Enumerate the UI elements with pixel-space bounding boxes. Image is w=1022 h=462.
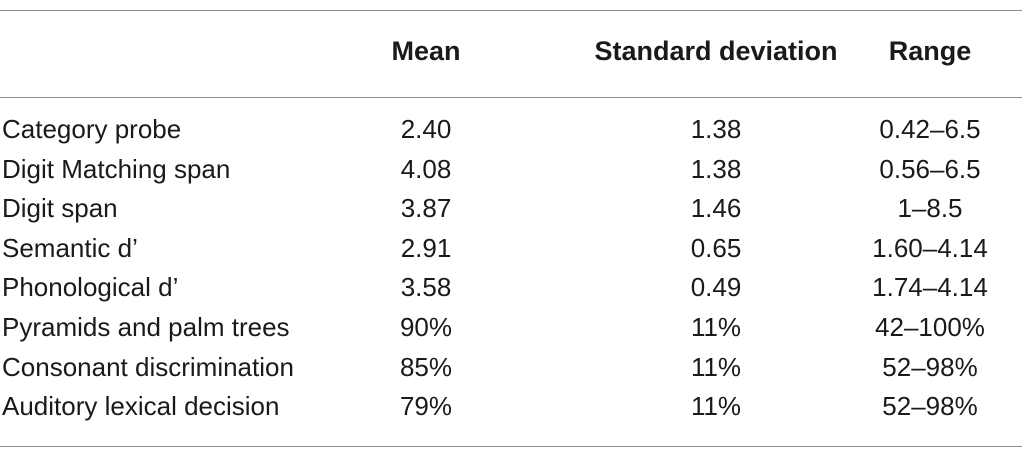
header-range: Range <box>888 36 972 66</box>
row-range: 52–98% <box>882 391 978 422</box>
table-row: Consonant discrimination 85% 11% 52–98% <box>0 348 1022 388</box>
row-mean: 2.91 <box>400 232 452 263</box>
table-row: Category probe 2.40 1.38 0.42–6.5 <box>0 110 1022 150</box>
table-top-rule <box>0 10 1022 11</box>
row-label: Phonological d’ <box>2 272 179 303</box>
row-range: 1.74–4.14 <box>872 272 988 303</box>
row-mean: 79% <box>399 391 453 422</box>
row-mean: 2.40 <box>400 114 452 144</box>
row-range: 42–100% <box>875 311 985 342</box>
row-range: 0.56–6.5 <box>879 153 981 184</box>
row-label: Digit span <box>2 193 118 224</box>
row-mean: 3.58 <box>400 272 452 303</box>
table-row: Digit Matching span 4.08 1.38 0.56–6.5 <box>0 150 1022 190</box>
row-label: Category probe <box>2 114 182 144</box>
row-mean: 85% <box>399 351 453 382</box>
table-row: Pyramids and palm trees 90% 11% 42–100% <box>0 308 1022 348</box>
table-row: Digit span 3.87 1.46 1–8.5 <box>0 189 1022 229</box>
row-label: Auditory lexical decision <box>2 391 280 422</box>
row-label: Consonant discrimination <box>2 351 294 382</box>
table-bottom-rule <box>0 446 1022 447</box>
table-row: Semantic d’ 2.91 0.65 1.60–4.14 <box>0 229 1022 269</box>
row-sd: 1.46 <box>690 193 742 224</box>
table-header-rule <box>0 97 1022 98</box>
row-sd: 11% <box>690 351 742 382</box>
table-row: Phonological d’ 3.58 0.49 1.74–4.14 <box>0 268 1022 308</box>
row-sd: 0.65 <box>690 232 742 263</box>
row-label: Semantic d’ <box>2 232 138 263</box>
row-label: Digit Matching span <box>2 153 231 184</box>
header-mean: Mean <box>391 36 461 66</box>
table-body: Category probe 2.40 1.38 0.42–6.5 Digit … <box>0 110 1022 427</box>
row-range: 1–8.5 <box>897 193 963 224</box>
row-range: 0.42–6.5 <box>879 114 981 144</box>
row-mean: 3.87 <box>400 193 452 224</box>
header-standard-deviation: Standard deviation <box>594 36 838 66</box>
row-mean: 90% <box>399 311 453 342</box>
row-sd: 1.38 <box>690 153 742 184</box>
table-header-row: Mean Standard deviation Range <box>0 26 1022 76</box>
row-sd: 11% <box>690 311 742 342</box>
row-sd: 0.49 <box>690 272 742 303</box>
row-range: 52–98% <box>882 351 978 382</box>
row-sd: 11% <box>690 391 742 422</box>
row-label: Pyramids and palm trees <box>2 311 290 342</box>
row-mean: 4.08 <box>400 153 452 184</box>
table-row: Auditory lexical decision 79% 11% 52–98% <box>0 387 1022 427</box>
row-range: 1.60–4.14 <box>872 232 988 263</box>
row-sd: 1.38 <box>690 114 742 144</box>
